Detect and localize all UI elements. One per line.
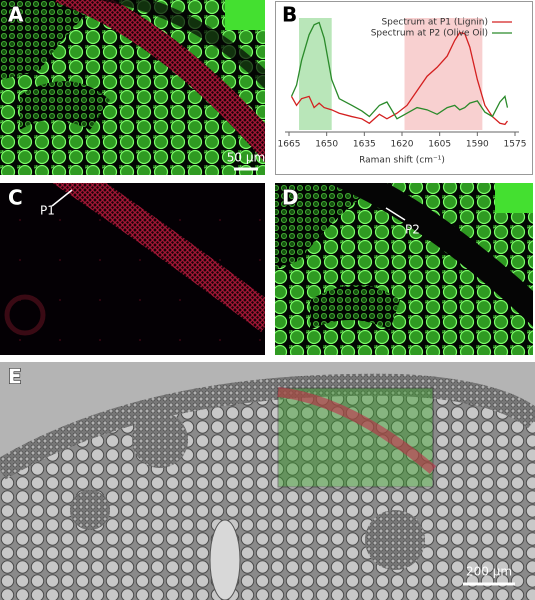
x-tick-label: 1635 (353, 140, 376, 150)
panel-label: B (282, 3, 297, 27)
highlight-band (299, 18, 332, 130)
panel-label: C (8, 186, 23, 210)
legend-label: Spectrum at P2 (Olive Oil) (371, 29, 488, 39)
x-tick-label: 1605 (428, 140, 451, 150)
panel-label: E (8, 365, 22, 389)
panel-label: A (8, 3, 24, 27)
x-tick-label: 1650 (315, 140, 338, 150)
spectrum-chart: B 1665 1650 1635 1620 1605 1590 1575 Raman shif… (275, 1, 533, 175)
x-tick-label: 1620 (391, 140, 414, 150)
micrograph-d (275, 183, 533, 355)
x-axis-label: Raman shift (cm⁻¹) (359, 156, 445, 166)
panel-label: D (282, 186, 299, 210)
scale-bar-label: 200 µm (466, 565, 512, 579)
point-label: P1 (40, 204, 55, 218)
x-tick-label: 1575 (504, 140, 527, 150)
point-label: P2 (405, 223, 420, 237)
micrograph-e (0, 362, 535, 600)
x-tick-label: 1590 (466, 140, 489, 150)
point-arrow (385, 207, 406, 221)
highlight-band (404, 18, 483, 130)
scale-bar-label: 50 µm (227, 151, 265, 165)
x-tick-label: 1665 (278, 140, 301, 150)
legend-label: Spectrum at P1 (Lignin) (381, 18, 488, 28)
spectrum-line (290, 31, 508, 126)
spectrum-line (290, 21, 509, 120)
point-arrow (51, 189, 73, 207)
micrograph-a (0, 0, 265, 175)
micrograph-c (0, 183, 265, 355)
